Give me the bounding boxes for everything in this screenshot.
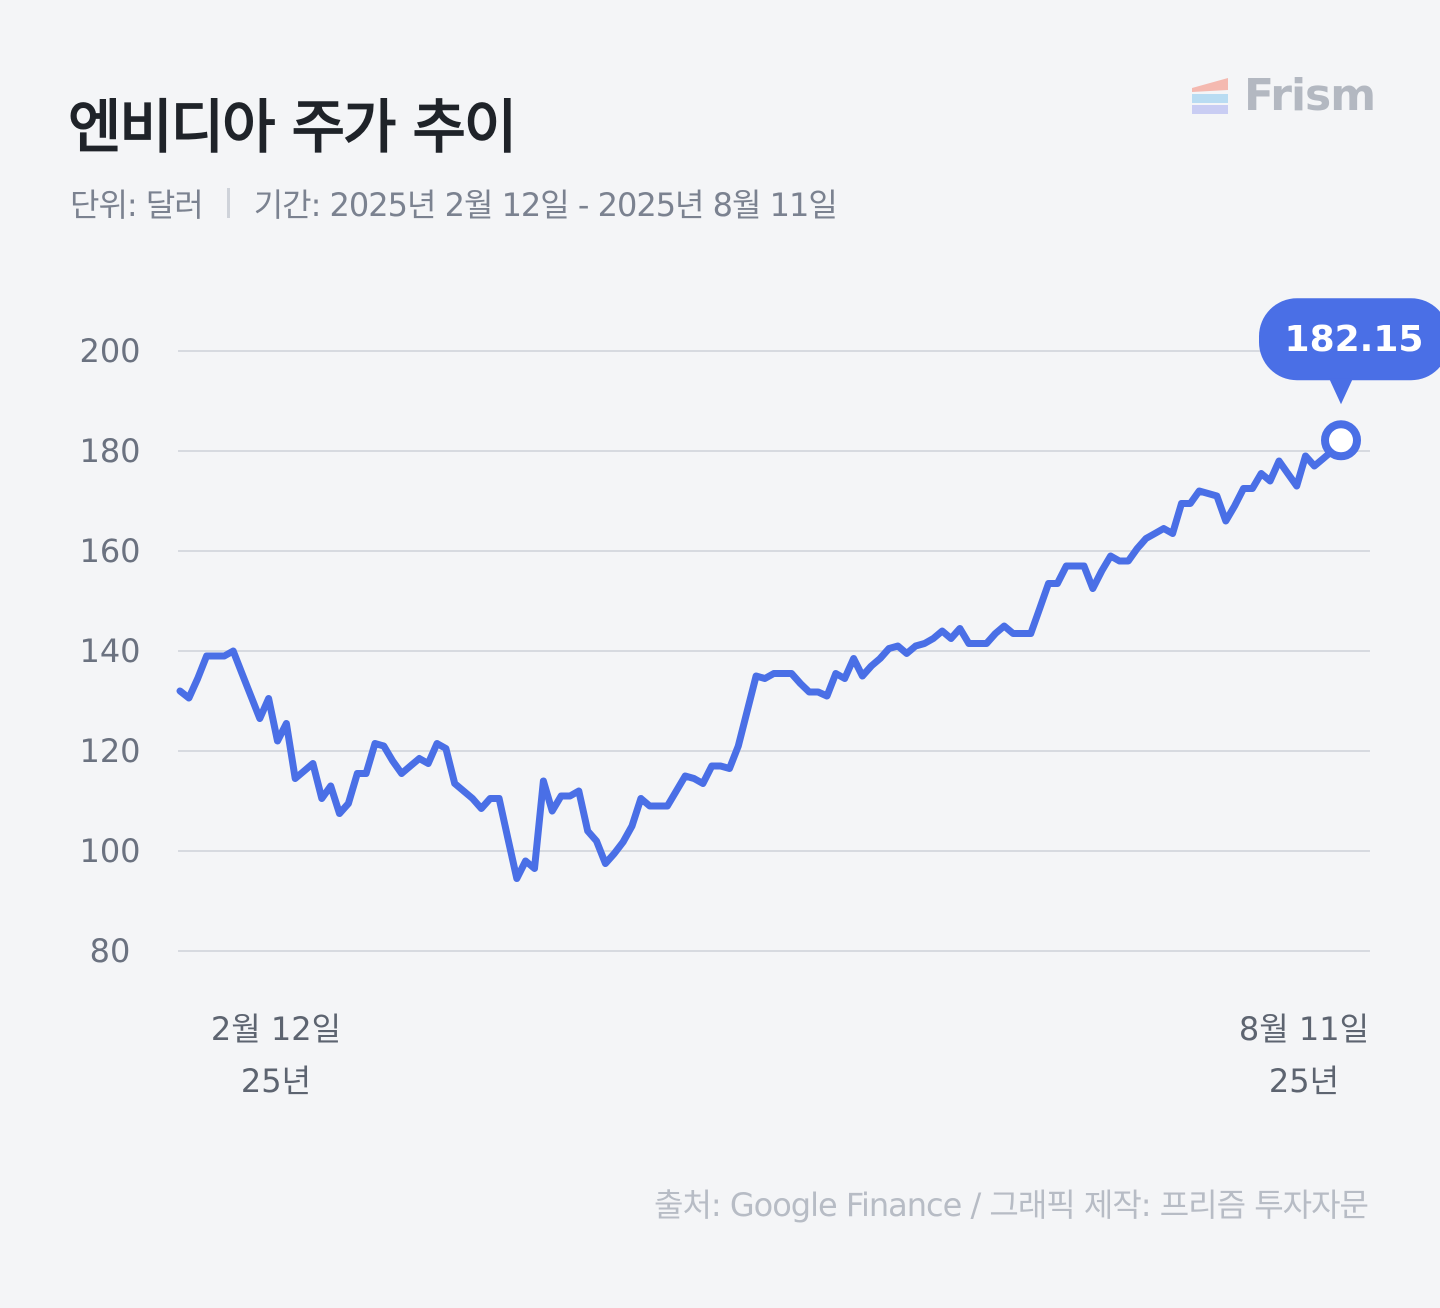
y-tick-label-120: 120 xyxy=(79,732,140,770)
y-tick-label-200: 200 xyxy=(79,332,140,370)
y-tick-label-160: 160 xyxy=(79,532,140,570)
last-value-callout: 182.15 xyxy=(1259,298,1440,405)
grid-lines xyxy=(178,350,1370,952)
callout-pointer xyxy=(1329,378,1353,405)
y-tick-label-140: 140 xyxy=(79,632,140,670)
y-tick-label-100: 100 xyxy=(79,832,140,870)
chart-subtitle: 단위: 달러 기간: 2025년 2월 12일 - 2025년 8월 11일 xyxy=(70,180,838,226)
x-label-start-date: 2월 12일 xyxy=(211,1010,341,1048)
x-label-end-year: 25년 xyxy=(1269,1062,1339,1100)
frism-logo-icon xyxy=(1192,77,1228,114)
series-line-nvidia-price xyxy=(176,436,1345,882)
period-label: 기간: 2025년 2월 12일 - 2025년 8월 11일 xyxy=(253,186,838,224)
x-label-start-year: 25년 xyxy=(241,1062,311,1100)
page-title: 엔비디아 주가 추이 xyxy=(68,93,517,161)
last-data-point xyxy=(1321,420,1361,461)
source-credit: 출처: Google Finance / 그래픽 제작: 프리즘 투자자문 xyxy=(654,1186,1369,1224)
frism-logo: Frism xyxy=(1190,70,1376,121)
subtitle-divider xyxy=(226,188,230,218)
x-label-end-date: 8월 11일 xyxy=(1239,1010,1369,1048)
y-tick-label-180: 180 xyxy=(79,432,140,470)
last-value-label: 182.15 xyxy=(1285,319,1424,360)
y-axis-ticks: 80 100 120 140 160 180 200 xyxy=(79,332,140,970)
callout-box xyxy=(1259,298,1440,381)
y-tick-label-80: 80 xyxy=(90,932,131,970)
unit-label: 단위: 달러 xyxy=(70,186,204,224)
logo-text: Frism xyxy=(1244,70,1376,121)
